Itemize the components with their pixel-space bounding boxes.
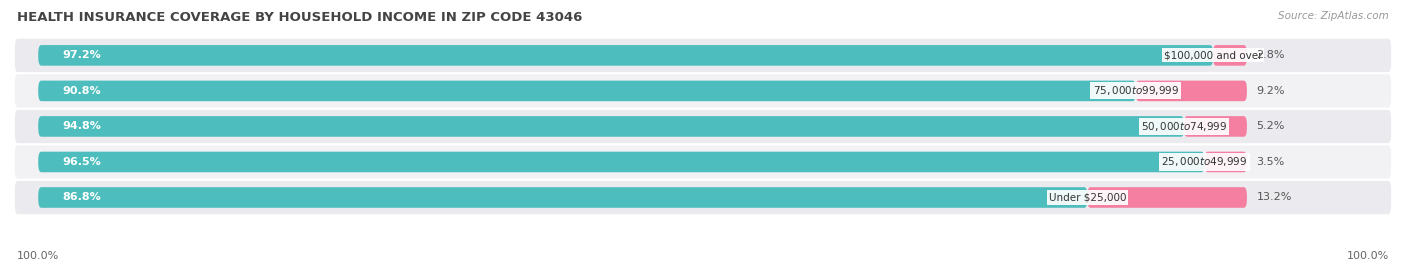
FancyBboxPatch shape <box>1136 81 1247 101</box>
Text: $25,000 to $49,999: $25,000 to $49,999 <box>1161 155 1247 168</box>
Text: Source: ZipAtlas.com: Source: ZipAtlas.com <box>1278 11 1389 21</box>
Text: 86.8%: 86.8% <box>62 193 101 203</box>
Text: 90.8%: 90.8% <box>62 86 101 96</box>
FancyBboxPatch shape <box>14 144 1392 180</box>
FancyBboxPatch shape <box>38 152 1205 172</box>
Text: 5.2%: 5.2% <box>1257 121 1285 132</box>
Text: HEALTH INSURANCE COVERAGE BY HOUSEHOLD INCOME IN ZIP CODE 43046: HEALTH INSURANCE COVERAGE BY HOUSEHOLD I… <box>17 11 582 24</box>
FancyBboxPatch shape <box>14 38 1392 73</box>
Text: $75,000 to $99,999: $75,000 to $99,999 <box>1092 84 1178 97</box>
Text: $50,000 to $74,999: $50,000 to $74,999 <box>1140 120 1227 133</box>
FancyBboxPatch shape <box>1184 116 1247 137</box>
FancyBboxPatch shape <box>38 187 1087 208</box>
Text: 2.8%: 2.8% <box>1257 50 1285 60</box>
FancyBboxPatch shape <box>1213 45 1247 66</box>
FancyBboxPatch shape <box>1205 152 1247 172</box>
FancyBboxPatch shape <box>38 81 1136 101</box>
Text: 13.2%: 13.2% <box>1257 193 1292 203</box>
Text: 94.8%: 94.8% <box>62 121 101 132</box>
FancyBboxPatch shape <box>14 73 1392 109</box>
FancyBboxPatch shape <box>38 116 1184 137</box>
Text: 3.5%: 3.5% <box>1257 157 1285 167</box>
Text: 100.0%: 100.0% <box>1347 251 1389 261</box>
FancyBboxPatch shape <box>14 180 1392 215</box>
Text: 96.5%: 96.5% <box>62 157 101 167</box>
FancyBboxPatch shape <box>14 109 1392 144</box>
Text: Under $25,000: Under $25,000 <box>1049 193 1126 203</box>
Text: 9.2%: 9.2% <box>1257 86 1285 96</box>
Text: $100,000 and over: $100,000 and over <box>1164 50 1263 60</box>
Text: 97.2%: 97.2% <box>62 50 101 60</box>
Text: 100.0%: 100.0% <box>17 251 59 261</box>
FancyBboxPatch shape <box>1087 187 1247 208</box>
FancyBboxPatch shape <box>38 45 1213 66</box>
